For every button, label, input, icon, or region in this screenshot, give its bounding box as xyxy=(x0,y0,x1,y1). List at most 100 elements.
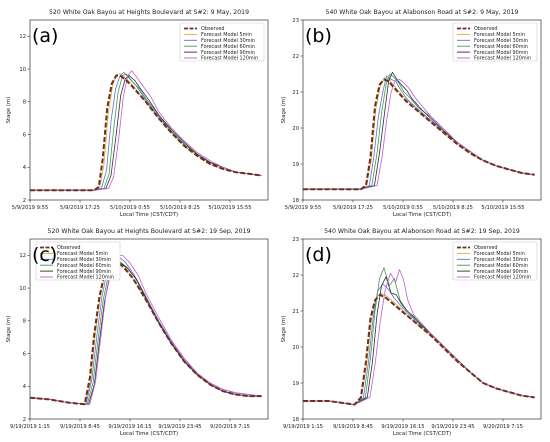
panel-label: (c) xyxy=(32,244,57,266)
y-tick-label: 4 xyxy=(23,384,27,390)
series-line-forecast-model-120min xyxy=(30,70,262,191)
x-axis-label: Local Time (CST/CDT) xyxy=(393,431,451,437)
y-tick-label: 4 xyxy=(23,165,27,171)
legend xyxy=(179,22,265,62)
legend-label: Forecast Model 5min xyxy=(474,32,525,38)
series-line-forecast-model-5min xyxy=(30,73,262,191)
x-tick-label: 5/9/2019 9:55 xyxy=(12,205,49,211)
y-tick-label: 10 xyxy=(19,286,26,292)
legend-label: Forecast Model 30min xyxy=(201,38,255,44)
series-line-observed xyxy=(30,74,262,192)
y-axis-label: Stage (m) xyxy=(6,97,12,124)
legend xyxy=(35,241,121,281)
chart-panel-1: 520 White Oak Bayou at Heights Boulevard… xyxy=(6,9,269,218)
chart-panel-4: 540 White Oak Bayou at Alabonson Road at… xyxy=(281,228,542,437)
x-tick-label: 5/9/2019 9:55 xyxy=(285,205,322,211)
y-tick-label: 23 xyxy=(292,18,299,24)
legend-label: Forecast Model 90min xyxy=(474,50,528,56)
panel-label: (d) xyxy=(305,244,332,266)
y-tick-label: 12 xyxy=(19,34,26,40)
x-tick-label: 9/19/2019 8:45 xyxy=(60,424,100,430)
y-axis-label: Stage (m) xyxy=(281,316,287,343)
y-tick-label: 20 xyxy=(292,345,299,351)
legend-label: Forecast Model 120min xyxy=(474,275,531,281)
series-line-forecast-model-90min xyxy=(30,75,262,191)
chart-panel-3: 520 White Oak Bayou at Heights Boulevard… xyxy=(6,228,269,437)
legend-label: Observed xyxy=(57,245,81,251)
legend-label: Forecast Model 90min xyxy=(201,50,255,56)
legend-label: Forecast Model 30min xyxy=(474,38,528,44)
y-tick-label: 8 xyxy=(23,319,26,325)
legend-label: Forecast Model 5min xyxy=(201,32,252,38)
legend-label: Forecast Model 60min xyxy=(474,263,528,269)
legend-label: Forecast Model 90min xyxy=(474,269,528,275)
legend xyxy=(452,241,538,281)
x-axis-label: Local Time (CST/CDT) xyxy=(120,431,178,437)
x-tick-label: 9/19/2019 23:45 xyxy=(431,424,474,430)
legend-label: Forecast Model 5min xyxy=(474,251,525,257)
y-tick-label: 23 xyxy=(292,237,299,243)
x-tick-label: 5/10/2019 15:55 xyxy=(481,205,524,211)
y-tick-label: 22 xyxy=(292,273,299,279)
y-tick-label: 6 xyxy=(23,351,26,357)
y-tick-label: 19 xyxy=(292,162,299,168)
chart-title: 540 White Oak Bayou at Alabonson Road at… xyxy=(326,9,519,16)
x-tick-label: 5/10/2019 8:25 xyxy=(433,205,473,211)
x-tick-label: 9/20/2019 7:15 xyxy=(483,424,523,430)
series-line-forecast-model-120min xyxy=(303,269,535,406)
y-tick-label: 6 xyxy=(23,132,26,138)
x-tick-label: 9/19/2019 16:15 xyxy=(108,424,151,430)
x-tick-label: 5/10/2019 8:25 xyxy=(160,205,200,211)
legend-label: Forecast Model 5min xyxy=(57,251,108,257)
x-tick-label: 5/10/2019 0:55 xyxy=(110,205,150,211)
legend-label: Observed xyxy=(201,26,225,32)
x-tick-label: 5/9/2019 17:25 xyxy=(333,205,373,211)
y-axis-label: Stage (m) xyxy=(6,316,12,343)
chart-title: 520 White Oak Bayou at Heights Boulevard… xyxy=(49,9,249,16)
x-tick-label: 9/19/2019 16:15 xyxy=(381,424,424,430)
legend xyxy=(452,22,538,62)
y-tick-label: 19 xyxy=(292,381,299,387)
legend-label: Observed xyxy=(474,245,498,251)
legend-label: Forecast Model 30min xyxy=(57,257,111,263)
x-tick-label: 9/19/2019 1:15 xyxy=(10,424,50,430)
x-tick-label: 9/19/2019 1:15 xyxy=(283,424,323,430)
y-axis-label: Stage (m) xyxy=(281,97,287,124)
y-tick-label: 20 xyxy=(292,126,299,132)
x-axis-label: Local Time (CST/CDT) xyxy=(393,212,451,218)
chart-title: 520 White Oak Bayou at Heights Boulevard… xyxy=(48,228,251,235)
legend-label: Forecast Model 90min xyxy=(57,269,111,275)
panel-label: (a) xyxy=(32,25,58,47)
y-tick-label: 12 xyxy=(19,253,26,259)
y-tick-label: 8 xyxy=(23,100,26,106)
legend-label: Forecast Model 60min xyxy=(201,44,255,50)
panel-label: (b) xyxy=(305,25,332,47)
y-tick-label: 22 xyxy=(292,54,299,60)
y-tick-label: 2 xyxy=(23,417,26,423)
y-tick-label: 2 xyxy=(23,198,26,204)
legend-label: Forecast Model 60min xyxy=(57,263,111,269)
x-tick-label: 5/10/2019 0:55 xyxy=(383,205,423,211)
y-tick-label: 18 xyxy=(292,198,299,204)
series-line-forecast-model-120min xyxy=(303,79,535,190)
x-tick-label: 9/20/2019 7:15 xyxy=(210,424,250,430)
legend-label: Forecast Model 60min xyxy=(474,44,528,50)
legend-label: Observed xyxy=(474,26,498,32)
x-tick-label: 9/19/2019 8:45 xyxy=(333,424,373,430)
y-tick-label: 10 xyxy=(19,67,26,73)
y-tick-label: 21 xyxy=(292,309,299,315)
x-tick-label: 5/9/2019 17:25 xyxy=(60,205,100,211)
chart-title: 540 White Oak Bayou at Alabonson Road at… xyxy=(324,228,520,235)
series-line-observed xyxy=(29,260,262,406)
legend-label: Forecast Model 30min xyxy=(474,257,528,263)
y-tick-label: 21 xyxy=(292,90,299,96)
x-axis-label: Local Time (CST/CDT) xyxy=(120,212,178,218)
series-line-forecast-model-120min xyxy=(29,254,262,405)
legend-label: Forecast Model 120min xyxy=(57,275,114,281)
y-tick-label: 18 xyxy=(292,417,299,423)
chart-panel-2: 540 White Oak Bayou at Alabonson Road at… xyxy=(281,9,542,218)
legend-label: Forecast Model 120min xyxy=(201,56,258,62)
x-tick-label: 9/19/2019 23:45 xyxy=(158,424,201,430)
legend-label: Forecast Model 120min xyxy=(474,56,531,62)
